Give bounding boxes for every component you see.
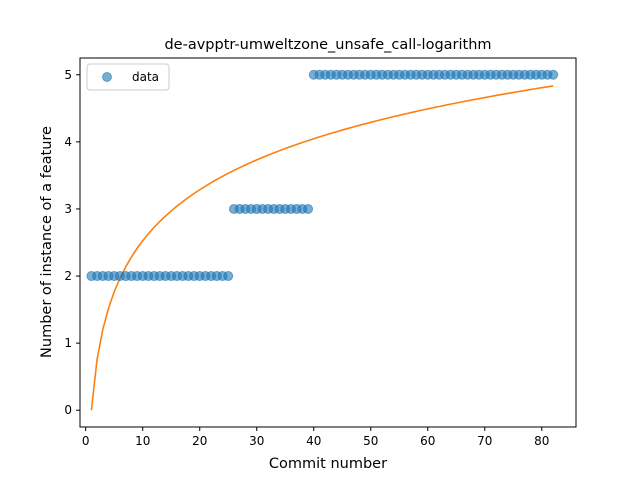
- x-tick-label: 0: [82, 434, 90, 448]
- legend-box: [86, 63, 170, 91]
- fit-line: [90, 85, 554, 411]
- x-tick-label: 40: [306, 434, 321, 448]
- y-axis-label: Number of instance of a feature: [39, 126, 55, 358]
- axes-border: [79, 57, 577, 428]
- y-tick-label: 2: [64, 269, 72, 283]
- data-points-layer: [86, 69, 559, 282]
- x-axis-label: Commit number: [269, 456, 387, 472]
- plot-area: [79, 57, 577, 428]
- y-tick-label: 1: [64, 336, 72, 350]
- y-tick-label: 0: [64, 403, 72, 417]
- x-tick-label: 20: [192, 434, 207, 448]
- x-tick-label: 60: [420, 434, 435, 448]
- y-tick-label: 4: [64, 135, 72, 149]
- y-axis-ticks: 0 1 2 3 4 5: [64, 68, 80, 417]
- x-tick-label: 50: [363, 434, 378, 448]
- data-point: [303, 203, 314, 214]
- data-point: [223, 271, 234, 282]
- fit-layer: [90, 85, 554, 411]
- x-tick-label: 70: [477, 434, 492, 448]
- x-axis-ticks: 0 10 20 30 40 50 60 70 80: [82, 427, 549, 448]
- y-tick-label: 3: [64, 202, 72, 216]
- y-tick-label: 5: [64, 68, 72, 82]
- x-tick-label: 10: [135, 434, 150, 448]
- x-tick-label: 30: [249, 434, 264, 448]
- legend-marker-data: [102, 72, 112, 82]
- x-tick-label: 80: [534, 434, 549, 448]
- axes-frame: [80, 58, 576, 427]
- legend-label-data: data: [132, 70, 159, 84]
- chart-title: de-avpptr-umweltzone_unsafe_call-logarit…: [164, 37, 491, 53]
- legend: data: [86, 63, 170, 91]
- data-point: [548, 69, 559, 80]
